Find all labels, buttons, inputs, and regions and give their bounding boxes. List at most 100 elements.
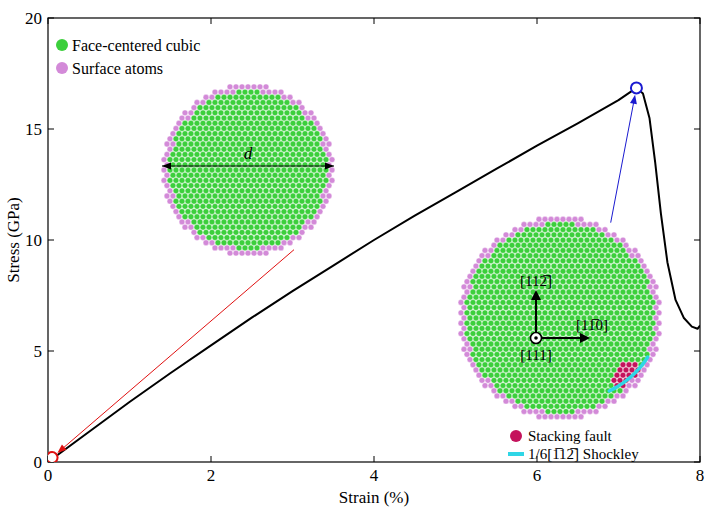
atom [248,172,254,178]
atom [521,232,527,238]
atom [500,351,506,357]
atom [551,325,557,331]
atom [317,146,323,152]
atom [590,268,596,274]
atom [266,172,272,178]
atom [257,146,263,152]
atom [548,227,554,233]
atom [563,315,569,321]
atom [503,325,509,331]
atom [509,263,515,269]
atom [311,219,317,225]
atom [218,183,224,189]
atom [281,126,287,132]
atom [644,320,650,326]
atom [221,157,227,163]
atom [257,250,263,256]
atom [536,393,542,399]
atom [563,409,569,415]
atom [491,284,497,290]
atom [533,398,539,404]
atom [482,289,488,295]
atom [290,235,296,241]
atom [494,289,500,295]
atom [596,279,602,285]
atom [482,383,488,389]
atom [218,245,224,251]
atom [560,320,566,326]
atom [608,248,614,254]
atom [572,351,578,357]
atom [482,248,488,254]
atom [629,284,635,290]
atom [554,300,560,306]
atom [506,351,512,357]
atom [272,245,278,251]
atom [233,136,239,142]
atom [542,383,548,389]
atom [575,409,581,415]
atom [557,325,563,331]
atom [230,110,236,116]
atom [260,245,266,251]
atom [602,351,608,357]
atom [581,222,587,228]
atom [632,351,638,357]
atom [587,284,593,290]
atom [323,146,329,152]
atom [161,177,167,183]
atom [509,325,515,331]
atom [209,126,215,132]
atom [491,336,497,342]
atom [173,167,179,173]
pointer-head [630,95,637,104]
atom [251,188,257,194]
atom [551,409,557,415]
atom [209,219,215,225]
atom [521,367,527,373]
atom [239,84,245,90]
atom [605,367,611,373]
atom [467,336,473,342]
atom [254,172,260,178]
atom [506,300,512,306]
atom [284,183,290,189]
atom [197,105,203,111]
atom [599,253,605,259]
atom [494,372,500,378]
atom [569,274,575,280]
atom [500,383,506,389]
atom [200,183,206,189]
atom [233,115,239,121]
atom [305,188,311,194]
atom [635,294,641,300]
atom [506,279,512,285]
atom [224,183,230,189]
atom [272,89,278,95]
atom [623,263,629,269]
atom [515,336,521,342]
y-tick [694,18,700,19]
atom [221,229,227,235]
atom [536,248,542,254]
atom [491,346,497,352]
x-tick [374,456,375,462]
atom [599,377,605,383]
atom [305,167,311,173]
atom [506,237,512,243]
atom [254,110,260,116]
atom [593,274,599,280]
atom [536,227,542,233]
atom [203,157,209,163]
atom [557,232,563,238]
atom [470,351,476,357]
atom [503,242,509,248]
atom [602,372,608,378]
atom [593,388,599,394]
atom [608,372,614,378]
atom [176,193,182,199]
atom [296,141,302,147]
atom [566,216,572,222]
atom [623,294,629,300]
atom [221,209,227,215]
